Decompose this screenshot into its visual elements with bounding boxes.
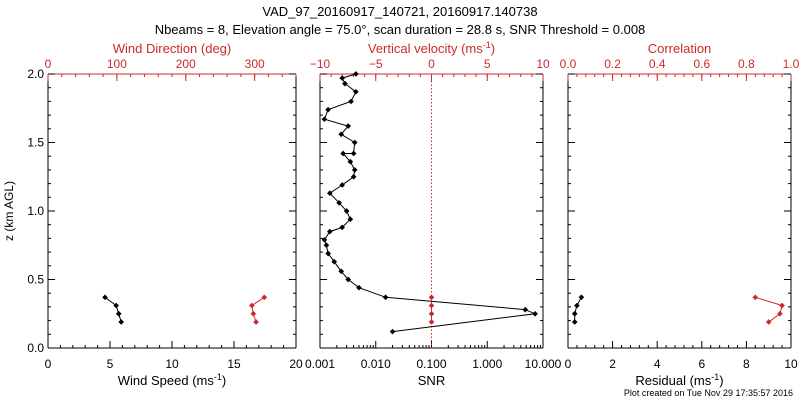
data-point [765,319,772,325]
data-point [571,319,578,325]
y-tick-label: 0.5 [27,273,44,287]
top-axis-label: Wind Direction (deg) [113,41,232,56]
series-line-secondary [251,296,265,323]
y-tick-label: 0.0 [27,341,44,355]
y-tick-label: 1.5 [27,136,44,150]
data-point [342,80,348,87]
top-tick-label: 100 [107,57,127,71]
top-tick-label: −10 [310,57,331,71]
data-point [351,167,358,173]
data-point [574,302,580,309]
data-point [532,310,538,317]
bottom-tick-label: 10 [784,357,798,371]
top-tick-label: 5 [484,57,491,71]
y-tick-label: 2.0 [27,67,44,81]
bottom-tick-label: 2 [609,357,616,371]
panel-2: 0.001 0.010 0.100 1.000 10.000 SNR −10 −5 0 5 10 Ve… [305,40,562,388]
data-point [249,302,255,309]
data-point [353,71,359,77]
data-point [325,250,331,257]
data-point [571,310,578,317]
data-point [327,228,333,235]
bottom-tick-label: 0 [565,357,572,371]
data-point [522,306,529,313]
data-point [325,106,331,113]
data-point [113,302,120,309]
data-point [339,75,346,81]
bottom-tick-label: 5 [107,357,114,371]
top-tick-label: 0.4 [649,57,666,71]
bottom-axis-label: SNR [418,373,445,388]
bottom-tick-label: 10 [165,357,179,371]
data-point [336,199,342,206]
top-tick-label: 0.2 [604,57,621,71]
series-line-primary [104,296,122,323]
bottom-tick-label: 8 [743,357,750,371]
data-point [323,242,330,249]
top-tick-label: 200 [176,57,196,71]
y-axis-label: z (km AGL) [2,181,16,241]
bottom-tick-label: 15 [227,357,241,371]
data-point [350,173,357,180]
bottom-tick-label: 10.000 [525,357,562,371]
bottom-tick-label: 6 [698,357,705,371]
bottom-tick-label: 4 [654,357,661,371]
data-point [428,310,435,317]
figure-title: VAD_97_20160917_140721, 20160917.140738 [262,4,537,19]
data-point [777,310,783,317]
top-tick-label: −5 [369,57,383,71]
data-point [779,302,785,309]
top-tick-label: 0 [45,57,52,71]
data-point [340,150,346,157]
data-point [321,116,328,123]
top-tick-label: 0.8 [738,57,755,71]
data-point [102,294,108,301]
panel-3: 0 2 4 6 8 10 Residual (ms-1) 0.0 0.2 0.4 0.6 0.8 1.0… [560,41,800,388]
data-point [338,268,345,275]
data-point [578,294,585,301]
bottom-tick-label: 1.000 [472,357,502,371]
data-point [356,284,362,291]
data-point [115,310,122,317]
data-point [351,139,358,146]
bottom-axis-label: Residual (ms-1) [635,372,723,388]
top-axis-label: Vertical velocity (ms-1) [368,40,495,56]
data-point [752,294,759,301]
series-line-primary [323,73,537,333]
top-tick-label: 0.6 [693,57,710,71]
series-line-primary [574,297,582,322]
data-point [347,158,354,165]
y-tick-label: 1.0 [27,204,44,218]
top-tick-label: 0 [428,57,435,71]
data-point [118,319,125,325]
figure-footer: Plot created on Tue Nov 29 17:35:57 2016 [624,388,793,398]
bottom-tick-label: 0.001 [305,357,335,371]
bottom-tick-label: 0.100 [416,357,446,371]
figure-subtitle: Nbeams = 8, Elevation angle = 75.0°, sca… [155,22,646,37]
top-axis-label: Correlation [648,41,712,56]
data-point [348,98,354,105]
top-tick-label: 300 [245,57,265,71]
top-tick-label: 1.0 [783,57,800,71]
data-point [382,294,389,301]
data-point [428,319,435,325]
data-point [350,150,357,157]
bottom-tick-label: 20 [289,357,303,371]
data-point [345,276,352,283]
bottom-axis-label: Wind Speed (ms-1) [118,372,226,388]
top-tick-label: 10 [536,57,550,71]
bottom-tick-label: 0.010 [361,357,391,371]
data-point [428,294,435,301]
data-point [250,310,257,317]
top-tick-label: 0.0 [560,57,577,71]
data-point [428,302,435,309]
series-line-secondary [755,296,783,323]
data-point [389,328,396,335]
data-point [253,319,259,325]
data-point [321,236,328,243]
data-point [261,294,268,301]
bottom-tick-label: 0 [45,357,52,371]
